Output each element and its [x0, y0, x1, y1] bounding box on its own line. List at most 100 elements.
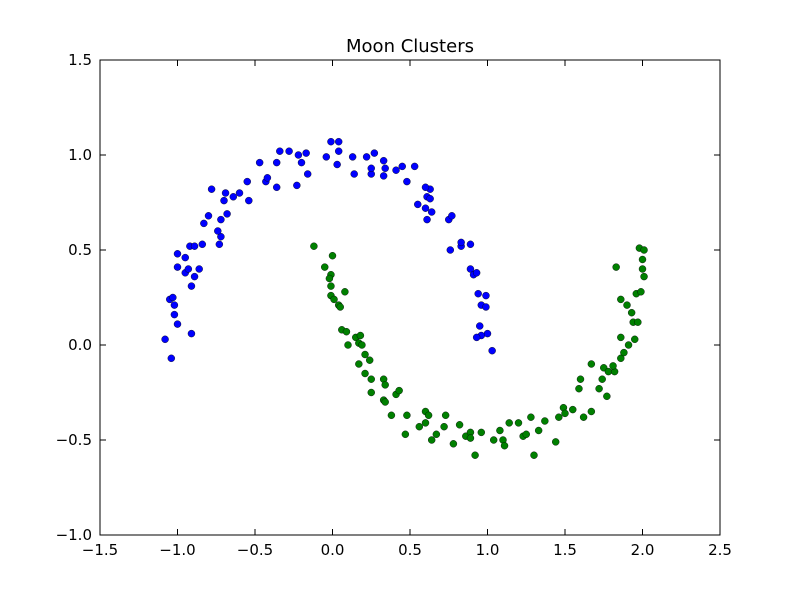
data-point-series-1 — [446, 246, 454, 254]
data-point-series-1 — [243, 177, 251, 186]
data-point-series-1 — [181, 253, 189, 262]
data-point-series-1 — [472, 269, 481, 277]
data-point-series-2 — [640, 246, 648, 254]
x-tick-label: −1.5 — [82, 541, 118, 559]
x-tick-label: 1.5 — [553, 541, 577, 559]
data-point-series-1 — [184, 265, 193, 273]
data-point-series-1 — [362, 153, 371, 161]
data-point-series-1 — [190, 272, 199, 281]
data-point-series-2 — [328, 251, 337, 260]
y-tick-label: 0.0 — [68, 336, 92, 354]
data-point-series-1 — [348, 153, 357, 161]
data-point-series-1 — [392, 166, 400, 174]
data-point-series-1 — [170, 301, 179, 309]
data-point-series-2 — [387, 411, 396, 419]
data-point-series-1 — [190, 242, 199, 250]
data-point-series-1 — [488, 347, 496, 355]
data-point-series-1 — [476, 322, 484, 330]
data-point-series-1 — [379, 172, 388, 180]
data-point-series-2 — [477, 428, 485, 437]
data-point-series-2 — [421, 419, 430, 427]
data-point-series-2 — [637, 288, 645, 296]
data-point-series-2 — [449, 440, 458, 448]
x-tick-label: −1.0 — [159, 541, 195, 559]
data-point-series-1 — [367, 164, 375, 173]
data-point-series-1 — [428, 208, 436, 216]
points-layer — [161, 137, 648, 459]
data-point-series-1 — [187, 329, 196, 338]
data-point-series-2 — [638, 265, 647, 273]
data-point-series-1 — [403, 177, 411, 186]
data-point-series-2 — [471, 451, 479, 459]
y-tick-label: −1.0 — [56, 526, 92, 544]
data-point-series-1 — [245, 196, 253, 205]
data-point-series-2 — [631, 335, 639, 343]
data-point-series-1 — [482, 291, 490, 300]
data-point-series-2 — [530, 451, 538, 459]
data-point-series-2 — [587, 407, 596, 416]
data-point-series-2 — [640, 272, 648, 281]
x-tick-label: 0.0 — [321, 541, 345, 559]
data-point-series-1 — [304, 170, 312, 178]
data-point-series-2 — [575, 385, 583, 393]
y-tick-label: −0.5 — [56, 431, 92, 449]
data-point-series-1 — [170, 310, 179, 319]
data-point-series-2 — [603, 392, 611, 400]
data-point-series-1 — [235, 189, 244, 197]
data-point-series-2 — [595, 385, 603, 393]
data-point-series-2 — [617, 295, 625, 304]
data-point-series-2 — [579, 413, 588, 421]
data-point-series-2 — [367, 388, 375, 397]
data-point-series-1 — [398, 162, 406, 171]
data-point-series-1 — [220, 196, 228, 205]
data-point-series-2 — [638, 255, 647, 264]
data-point-series-1 — [322, 153, 330, 161]
data-point-series-1 — [294, 151, 303, 159]
data-point-series-2 — [327, 282, 335, 290]
ticks-layer: −1.5 −1.0 −0.5 0.0 0.5 1.0 1.5 2.0 2.5−1.0−0.50.… — [56, 51, 732, 559]
data-point-series-2 — [336, 303, 344, 311]
data-point-series-2 — [355, 360, 363, 368]
y-tick-label: 0.5 — [68, 241, 92, 259]
data-point-series-2 — [534, 426, 543, 435]
data-point-series-1 — [273, 158, 281, 167]
data-point-series-2 — [432, 430, 441, 438]
data-point-series-1 — [263, 174, 272, 182]
x-tick-label: 1.0 — [476, 541, 500, 559]
data-point-series-2 — [609, 362, 617, 370]
data-point-series-1 — [198, 240, 207, 249]
data-point-series-1 — [221, 189, 230, 197]
x-tick-label: 2.5 — [708, 541, 732, 559]
data-point-series-1 — [195, 265, 203, 273]
data-point-series-2 — [522, 430, 530, 438]
data-point-series-2 — [344, 341, 352, 349]
data-point-series-2 — [325, 274, 334, 283]
data-point-series-2 — [627, 309, 636, 317]
data-point-series-1 — [276, 147, 284, 155]
data-point-series-2 — [440, 423, 448, 431]
data-point-series-2 — [587, 360, 596, 368]
data-point-series-1 — [423, 215, 431, 224]
data-point-series-2 — [617, 354, 625, 362]
data-point-series-1 — [381, 164, 389, 173]
data-point-series-1 — [297, 158, 306, 167]
x-tick-label: 2.0 — [631, 541, 655, 559]
data-point-series-2 — [620, 348, 628, 357]
data-point-series-1 — [229, 193, 238, 201]
data-point-series-1 — [414, 200, 422, 209]
data-point-series-1 — [255, 158, 264, 167]
data-point-series-2 — [598, 375, 606, 383]
data-point-series-1 — [379, 156, 388, 165]
data-point-series-1 — [448, 212, 456, 220]
data-point-series-1 — [482, 303, 490, 311]
data-point-series-2 — [395, 386, 403, 395]
y-tick-label: 1.5 — [68, 51, 92, 69]
data-point-series-2 — [555, 413, 563, 421]
data-point-series-2 — [403, 411, 411, 419]
data-point-series-2 — [634, 318, 642, 326]
data-point-series-1 — [410, 162, 419, 171]
data-point-series-2 — [330, 295, 338, 304]
data-point-series-2 — [441, 411, 450, 419]
data-point-series-1 — [302, 149, 310, 157]
data-point-series-2 — [401, 430, 410, 438]
